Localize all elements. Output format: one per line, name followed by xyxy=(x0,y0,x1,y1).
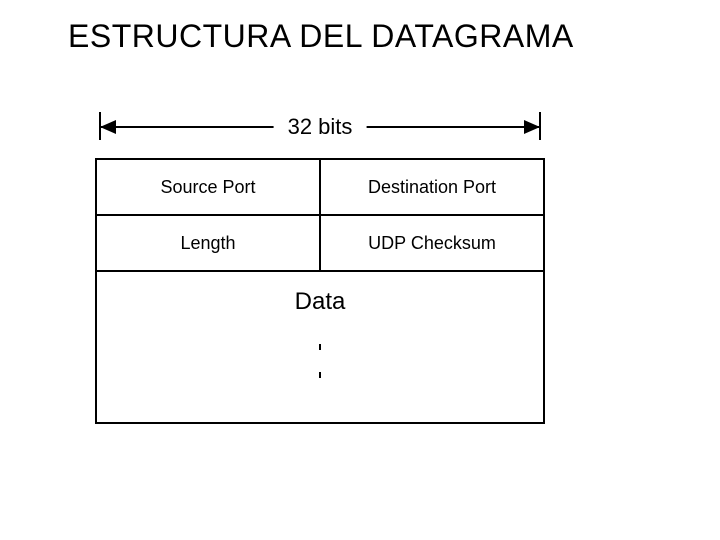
cell-destination-port: Destination Port xyxy=(319,160,543,214)
dimension-label: 32 bits xyxy=(274,114,367,140)
datagram-diagram: 32 bits Source Port Destination Port Len… xyxy=(95,100,545,424)
cell-data: Data xyxy=(295,288,346,316)
cell-udp-checksum: UDP Checksum xyxy=(319,216,543,270)
datagram-table: Source Port Destination Port Length UDP … xyxy=(95,158,545,424)
continuation-tick-icon xyxy=(319,344,321,350)
data-section: Data xyxy=(97,272,543,422)
width-dimension: 32 bits xyxy=(100,100,540,154)
page-title: ESTRUCTURA DEL DATAGRAMA xyxy=(68,18,574,55)
table-row: Length UDP Checksum xyxy=(97,216,543,272)
cell-source-port: Source Port xyxy=(97,160,319,214)
cell-length: Length xyxy=(97,216,319,270)
continuation-tick-icon xyxy=(319,372,321,378)
dimension-arrow-right-icon xyxy=(524,120,540,134)
dimension-tick-right xyxy=(539,112,541,140)
table-row: Source Port Destination Port xyxy=(97,160,543,216)
